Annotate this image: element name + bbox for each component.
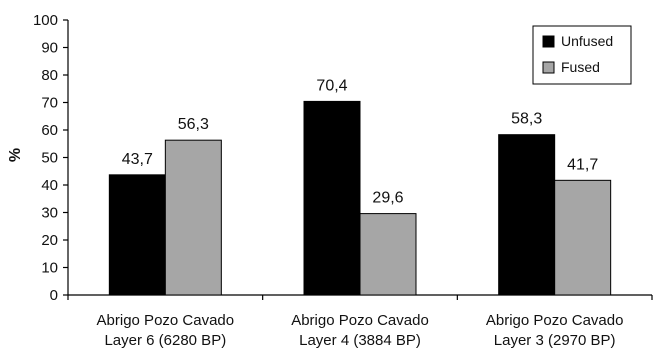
bar-unfused [498,134,556,296]
y-tick-label: 10 [41,260,58,277]
bar-fused [554,179,612,296]
legend-label: Unfused [561,33,613,49]
bar-fused [164,139,222,296]
legend-box [532,25,632,85]
x-category-label: Abrigo Pozo Cavado [291,312,429,329]
legend-swatch-unfused [542,35,555,48]
bar-unfused [303,100,361,296]
y-tick-label: 30 [41,205,58,222]
bar-unfused [108,174,166,296]
y-tick-label: 40 [41,177,58,194]
data-label: 58,3 [511,111,542,128]
y-axis-label: % [7,148,24,162]
y-tick-label: 70 [41,95,58,112]
bar-fused [359,213,417,296]
y-tick-label: 50 [41,150,58,167]
legend-swatch-fused [542,61,555,74]
legend-label: Fused [561,59,600,75]
data-label: 29,6 [372,190,403,207]
y-tick-label: 60 [41,122,58,139]
axes: 0 10 20 30 40 50 60 70 80 90 100 Abrigo Pozo Cavado… [33,12,653,349]
x-category-label: Layer 3 (2970 BP) [494,332,616,349]
x-category-label: Layer 4 (3884 BP) [299,332,421,349]
data-label: 56,3 [178,116,209,133]
y-tick-label: 100 [33,12,58,29]
data-label: 70,4 [316,77,347,94]
x-category-label: Layer 6 (6280 BP) [104,332,226,349]
data-label: 41,7 [567,156,598,173]
y-tick-label: 20 [41,232,58,249]
x-category-label: Abrigo Pozo Cavado [486,312,624,329]
y-tick-label: 80 [41,67,58,84]
bars [108,100,612,296]
legend: Unfused Fused [532,25,632,85]
data-label: 43,7 [122,151,153,168]
x-category-label: Abrigo Pozo Cavado [97,312,235,329]
data-labels: 43,7 56,3 70,4 29,6 58,3 41,7 [122,77,599,206]
y-tick-label: 90 [41,40,58,57]
y-tick-label: 0 [50,287,58,304]
